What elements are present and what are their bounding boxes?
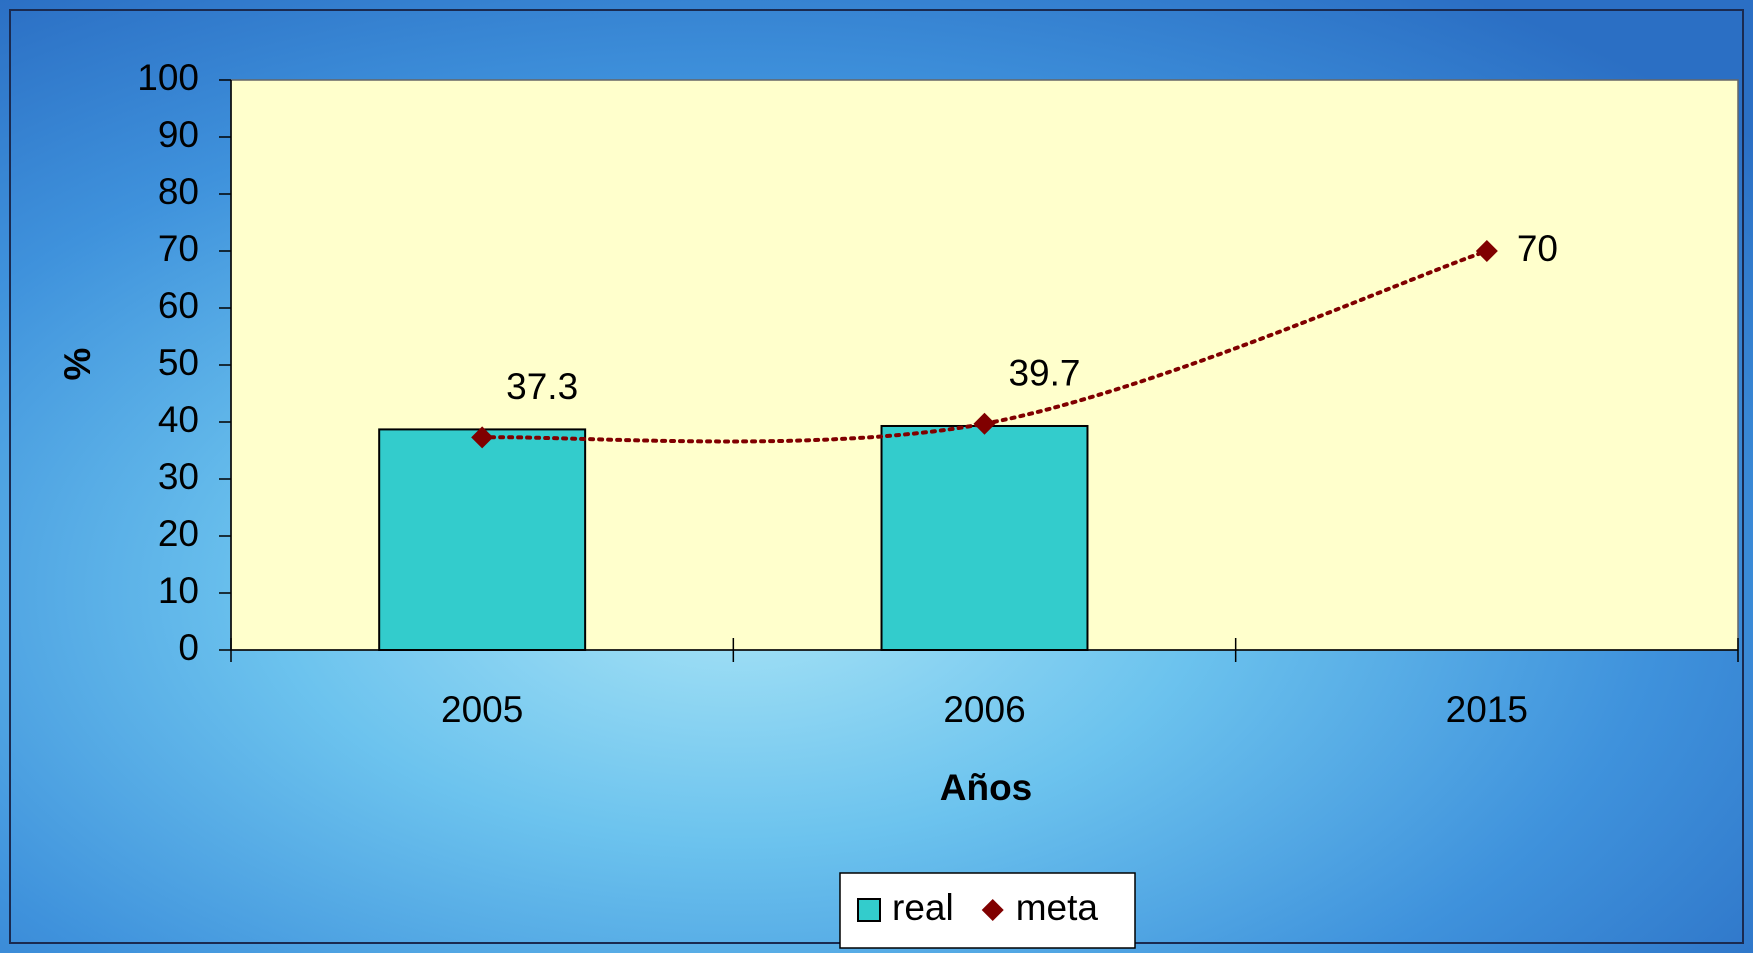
y-tick-label: 40 (158, 399, 199, 440)
marker (1475, 240, 1498, 262)
y-tick-label: 50 (158, 342, 199, 383)
y-tick-label: 70 (158, 228, 199, 269)
x-axis-title: Años (940, 767, 1033, 808)
bar (378, 428, 587, 651)
x-tick-label: 2006 (943, 689, 1025, 730)
y-tick-label: 80 (158, 171, 199, 212)
data-label: 37.3 (506, 366, 578, 407)
y-tick-label: 20 (158, 513, 199, 554)
marker (973, 412, 996, 435)
y-tick-label: 30 (158, 456, 199, 497)
y-tick-label: 90 (158, 114, 199, 155)
legend-swatch (857, 898, 881, 922)
data-label: 70 (1517, 228, 1558, 269)
x-tick-label: 2015 (1446, 689, 1528, 730)
marker (471, 426, 494, 449)
y-tick-label: 0 (178, 627, 199, 668)
y-tick-label: 60 (158, 285, 199, 326)
y-axis-title: % (57, 348, 98, 381)
y-tick-label: 10 (158, 570, 199, 611)
legend-swatch (981, 899, 1004, 921)
legend-label: meta (1016, 887, 1099, 928)
x-tick-label: 2005 (441, 689, 523, 730)
data-label: 39.7 (1008, 352, 1080, 393)
y-tick-label: 100 (137, 57, 199, 98)
bar (880, 424, 1089, 651)
legend-label: real (892, 887, 954, 928)
